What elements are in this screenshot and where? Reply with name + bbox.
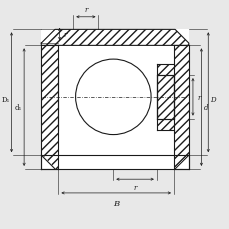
Bar [58,46,173,169]
Polygon shape [174,155,188,169]
Bar [41,46,58,64]
Text: B: B [113,199,119,207]
Bar [41,46,58,131]
Bar [156,76,173,119]
Bar [41,30,188,169]
Text: r: r [84,6,87,14]
Bar [156,64,173,131]
Polygon shape [41,30,188,46]
Bar [41,46,58,169]
Polygon shape [41,30,188,46]
Text: r: r [196,93,199,101]
Text: d₁: d₁ [15,104,22,112]
Text: D: D [210,96,215,104]
Text: D₁: D₁ [1,96,10,104]
Bar [173,46,188,169]
Circle shape [75,60,150,135]
Polygon shape [41,155,55,169]
Text: r: r [133,183,136,191]
Text: r: r [63,31,67,39]
Text: d: d [203,104,207,112]
